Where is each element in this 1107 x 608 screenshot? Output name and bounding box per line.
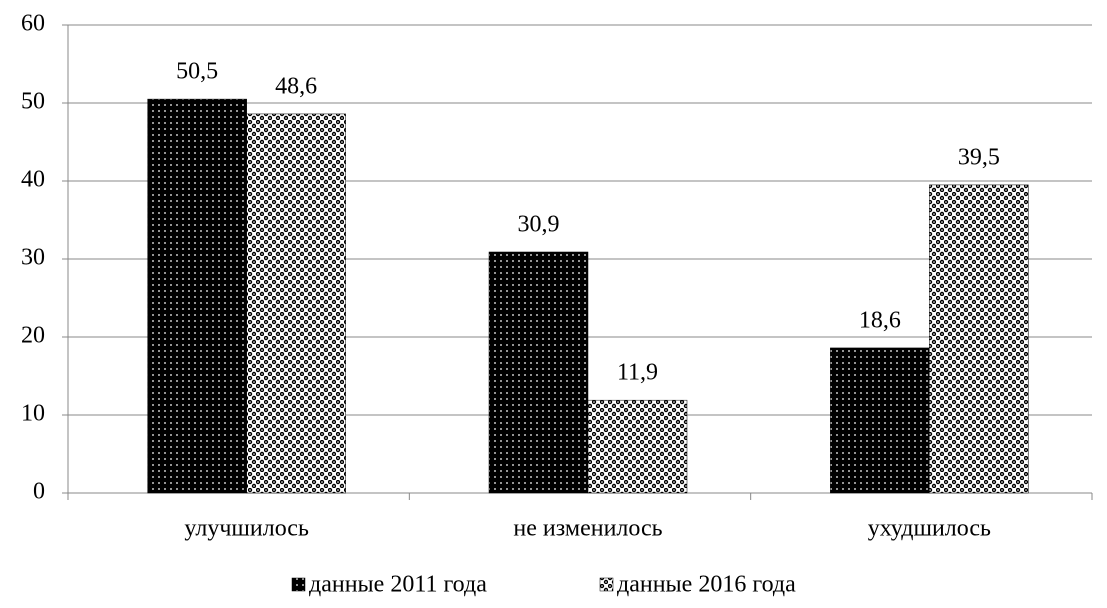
- legend-marker: [291, 577, 306, 592]
- bar: [830, 347, 930, 494]
- y-tick-label: 0: [33, 479, 45, 505]
- bar: [488, 251, 589, 494]
- data-label: 11,9: [617, 360, 658, 386]
- legend-marker: [599, 577, 614, 592]
- bar: [587, 399, 688, 494]
- y-tick-label: 10: [21, 401, 45, 427]
- y-tick-label: 20: [21, 323, 45, 349]
- x-tick-label: ухудшилось: [868, 516, 991, 542]
- data-label: 39,5: [958, 144, 1000, 170]
- bar: [929, 184, 1029, 494]
- legend-label: данные 2016 года: [617, 572, 796, 598]
- data-label: 18,6: [859, 307, 901, 333]
- bar: [147, 98, 247, 494]
- y-tick-label: 60: [21, 11, 45, 37]
- y-tick-label: 50: [21, 89, 45, 115]
- x-tick-label: улучшилось: [184, 516, 309, 542]
- x-tick-label: не изменилось: [513, 516, 662, 542]
- y-tick-label: 30: [21, 245, 45, 271]
- bar: [246, 113, 346, 494]
- legend-label: данные 2011 года: [309, 572, 487, 598]
- data-label: 30,9: [518, 211, 560, 237]
- data-label: 48,6: [275, 73, 317, 99]
- data-label: 50,5: [176, 59, 218, 85]
- y-tick-label: 40: [21, 167, 45, 193]
